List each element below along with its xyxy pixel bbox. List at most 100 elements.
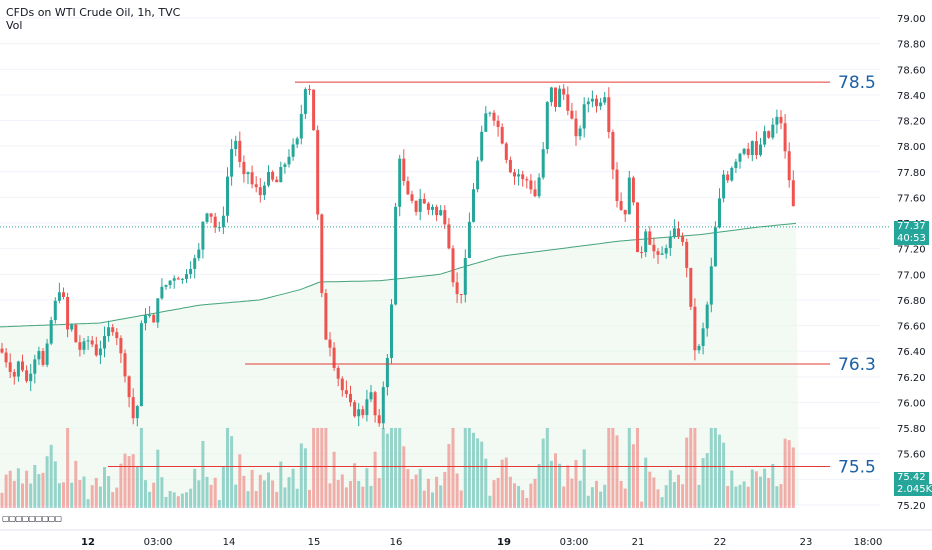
- volume-bar: [299, 443, 303, 508]
- candle-body: [275, 179, 279, 183]
- volume-bar: [70, 482, 74, 508]
- candle-body: [49, 320, 53, 344]
- candle-body: [349, 393, 352, 403]
- candle-body: [373, 392, 377, 416]
- candle-body: [131, 397, 135, 419]
- volume-bar: [103, 467, 106, 508]
- candle-body: [25, 370, 29, 382]
- candle-body: [652, 244, 656, 252]
- y-tick-label: 78.40: [897, 91, 926, 102]
- candle-body: [115, 332, 119, 339]
- volume-bar: [771, 463, 775, 508]
- candle-body: [8, 362, 12, 372]
- candle-body: [472, 189, 475, 222]
- volume-bar: [390, 428, 393, 508]
- candle-body: [283, 164, 287, 167]
- volume-bar: [410, 479, 414, 508]
- volume-bar: [90, 485, 94, 508]
- volume-bar: [513, 483, 516, 508]
- volume-bar: [599, 491, 603, 508]
- volume-bar: [558, 463, 562, 508]
- candle-body: [172, 278, 176, 281]
- volume-bar: [262, 480, 266, 508]
- candle-body: [390, 304, 393, 358]
- volume-bar: [74, 460, 78, 508]
- candle-body: [738, 153, 742, 162]
- volume-bar: [693, 428, 697, 508]
- volume-bar: [115, 487, 119, 508]
- candle-body: [209, 213, 213, 217]
- volume-bar: [189, 488, 193, 508]
- y-tick-label: 76.20: [897, 373, 926, 384]
- volume-bar: [476, 438, 480, 508]
- candle-body: [205, 213, 209, 222]
- candle-body: [148, 314, 152, 316]
- candle-body: [697, 346, 701, 351]
- volume-bar: [12, 480, 16, 508]
- volume-bar: [29, 483, 33, 508]
- volume-bar: [578, 480, 582, 508]
- volume-bar: [287, 477, 291, 508]
- volume-bar: [554, 453, 557, 508]
- volume-bar: [664, 485, 668, 508]
- candle-body: [623, 209, 627, 215]
- volume-bar: [156, 449, 160, 508]
- volume-bar: [455, 473, 459, 508]
- candle-body: [160, 286, 164, 299]
- candle-body: [443, 210, 447, 225]
- candle-body: [82, 341, 86, 350]
- volume-bar: [791, 447, 795, 508]
- x-tick-label: 12: [81, 537, 95, 548]
- candle-body: [377, 415, 381, 424]
- candle-body: [607, 97, 611, 133]
- volume-bar: [4, 474, 8, 508]
- volume-bar: [529, 483, 533, 508]
- candle-body: [197, 249, 201, 259]
- volume-bar: [689, 428, 693, 508]
- price-badge-value: 77.37: [897, 221, 926, 232]
- candle-body: [164, 285, 168, 287]
- candle-body: [16, 361, 20, 377]
- x-tick-label: 03:00: [144, 537, 173, 548]
- volume-bar: [562, 486, 566, 508]
- candle-body: [664, 248, 668, 254]
- candle-body: [718, 198, 721, 228]
- volume-bar: [160, 477, 164, 508]
- volume-bar: [246, 491, 250, 508]
- volume-bar: [472, 432, 475, 508]
- volume-bar: [504, 457, 508, 508]
- volume-bar: [258, 474, 262, 508]
- candle-body: [246, 172, 250, 175]
- volume-bar: [234, 484, 238, 508]
- volume-bar: [41, 472, 45, 508]
- volume-bar: [685, 437, 689, 508]
- candle-body: [320, 214, 324, 294]
- volume-bar: [607, 428, 611, 508]
- candle-body: [426, 203, 430, 210]
- volume-bar: [705, 453, 709, 508]
- candle-body: [693, 306, 697, 351]
- volume-bar: [381, 428, 385, 508]
- y-tick-label: 77.20: [897, 245, 926, 256]
- volume-bar: [123, 453, 127, 508]
- volume-bar: [0, 492, 4, 508]
- volume-bar: [726, 485, 730, 508]
- volume-bar: [738, 484, 742, 508]
- candle-body: [431, 206, 434, 210]
- volume-bar: [480, 441, 484, 508]
- candle-body: [361, 409, 365, 416]
- volume-bar: [652, 477, 656, 508]
- volume-bar: [525, 497, 529, 508]
- volume-bar: [426, 478, 430, 508]
- x-tick-label: 23: [800, 537, 813, 548]
- candle-body: [86, 340, 90, 342]
- volume-bar: [451, 428, 455, 508]
- candles: [0, 84, 795, 430]
- volume-bar: [619, 481, 623, 508]
- candle-body: [74, 324, 78, 343]
- volume-bar: [37, 474, 41, 508]
- candle-body: [254, 184, 258, 188]
- candle-body: [480, 131, 484, 161]
- volume-bar: [197, 480, 201, 508]
